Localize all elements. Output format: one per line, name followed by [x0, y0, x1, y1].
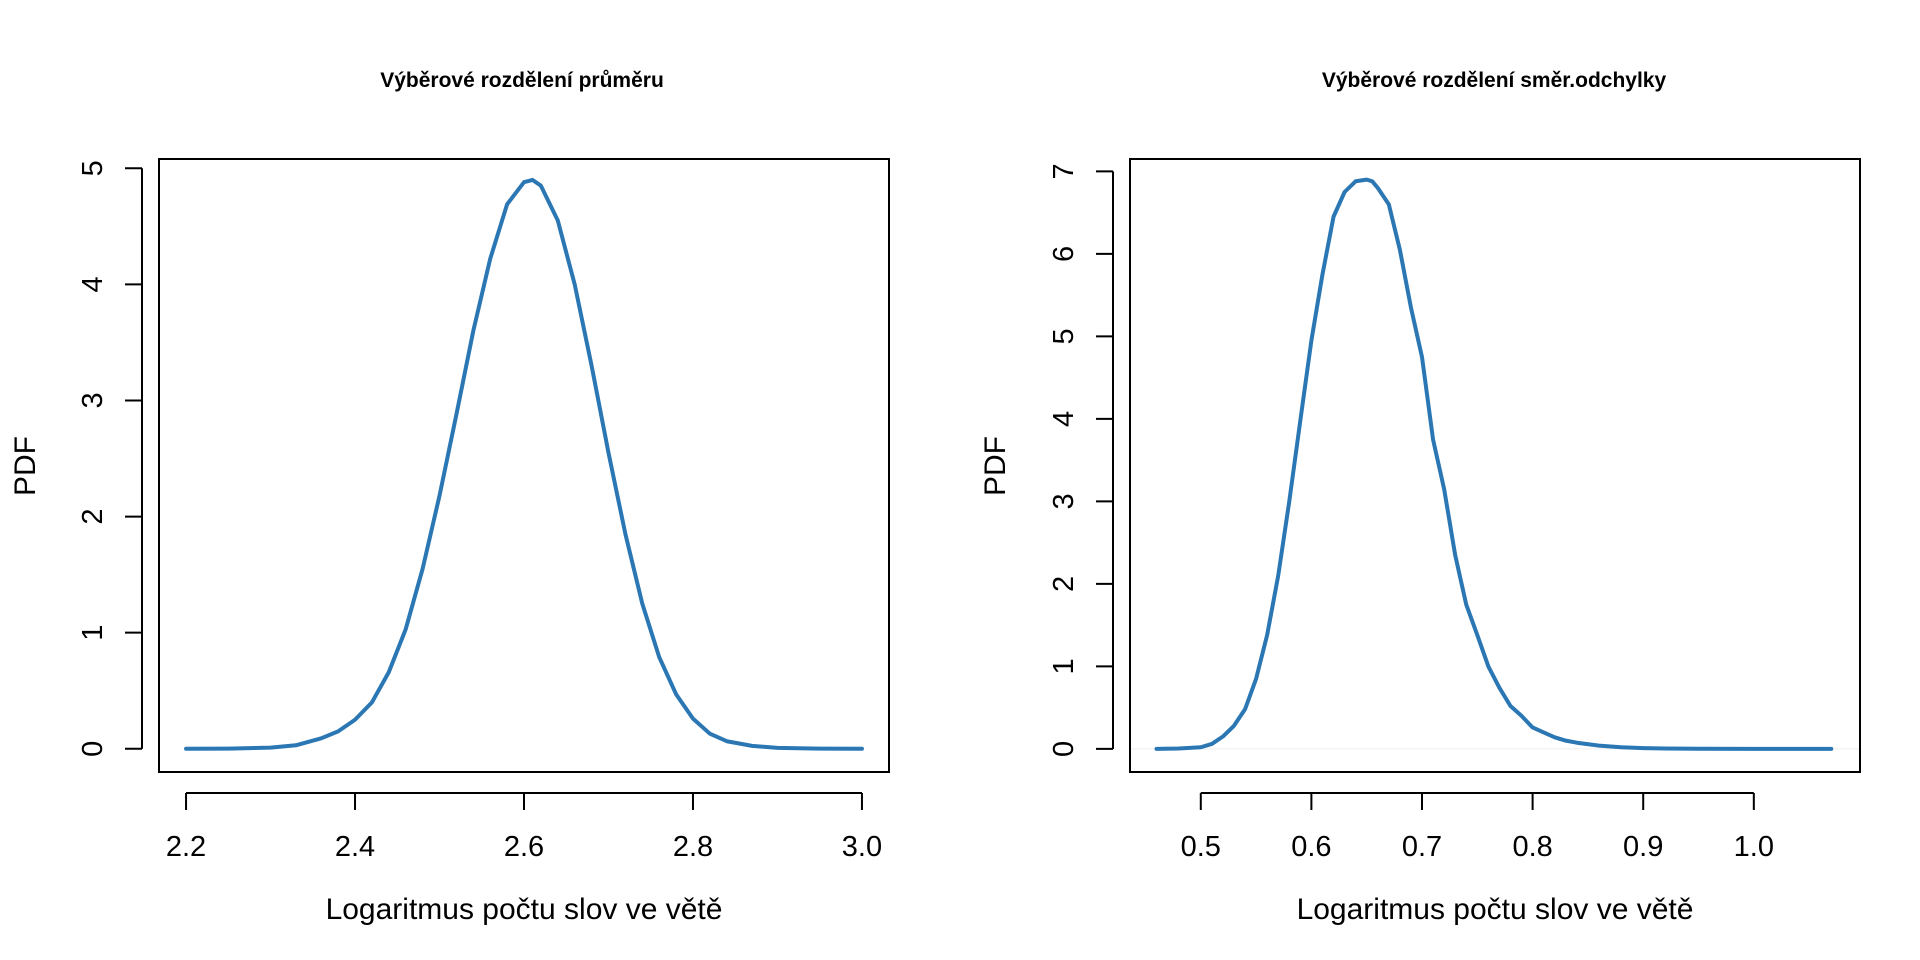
y-tick-label: 3	[1048, 493, 1080, 509]
y-axis: 0 1 2 3 4 5 6 7	[1048, 163, 1114, 757]
x-tick-label: 2.6	[504, 831, 544, 863]
y-tick-label: 6	[1048, 246, 1080, 262]
x-tick-label: 3.0	[842, 831, 882, 863]
y-tick-label: 0	[1048, 741, 1080, 757]
x-tick-label: 0.7	[1402, 831, 1442, 863]
chart-title: Výběrové rozdělení průměru	[380, 69, 664, 92]
x-tick-label: 2.4	[335, 831, 375, 863]
y-tick-label: 4	[77, 276, 109, 292]
y-tick-label: 1	[77, 625, 109, 641]
chart-panel-mean: Výběrové rozdělení průměru Logaritmus po…	[9, 69, 890, 926]
y-axis-label: PDF	[979, 436, 1012, 496]
plot-area	[1130, 177, 1860, 751]
y-tick-label: 4	[1048, 411, 1080, 427]
x-tick-label: 0.6	[1291, 831, 1331, 863]
y-tick-label: 5	[77, 160, 109, 176]
y-tick-label: 1	[1048, 658, 1080, 674]
x-tick-label: 0.5	[1181, 831, 1221, 863]
y-tick-label: 0	[77, 741, 109, 757]
x-tick-label: 2.8	[673, 831, 713, 863]
chart-title: Výběrové rozdělení směr.odchylky	[1322, 69, 1667, 92]
y-axis-label: PDF	[9, 436, 42, 496]
plot-frame	[1129, 158, 1861, 773]
x-tick-label: 2.2	[166, 831, 206, 863]
y-tick-label: 2	[77, 509, 109, 525]
x-axis: 0.5 0.6 0.7 0.8 0.9 1.0	[1181, 792, 1774, 863]
x-tick-label: 0.8	[1512, 831, 1552, 863]
y-tick-label: 7	[1048, 163, 1080, 179]
x-axis: 2.2 2.4 2.6 2.8 3.0	[166, 792, 882, 863]
y-tick-label: 5	[1048, 328, 1080, 344]
density-curve	[184, 177, 864, 751]
x-axis-label: Logaritmus počtu slov ve větě	[1297, 893, 1694, 926]
x-tick-label: 0.9	[1623, 831, 1663, 863]
chart-panel-sd: Výběrové rozdělení směr.odchylky Logarit…	[979, 69, 1861, 926]
density-curve	[1154, 177, 1834, 751]
y-tick-label: 2	[1048, 576, 1080, 592]
plot-frame	[158, 158, 890, 773]
x-axis-label: Logaritmus počtu slov ve větě	[326, 893, 723, 926]
y-axis: 0 1 2 3 4 5	[77, 160, 143, 757]
x-tick-label: 1.0	[1734, 831, 1774, 863]
y-tick-label: 3	[77, 392, 109, 408]
plot-area	[184, 177, 864, 751]
